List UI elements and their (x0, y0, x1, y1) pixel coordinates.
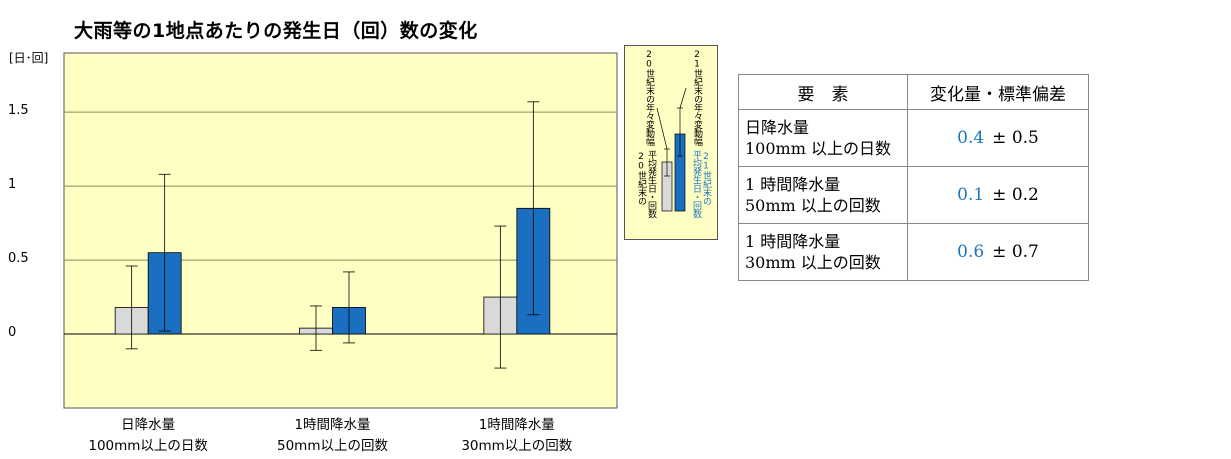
table-cell-element: 日降水量 100mm 以上の日数 (738, 109, 908, 167)
table-row: 1 時間降水量 30mm 以上の回数 0.6 ± 0.7 (738, 223, 1089, 281)
table-header-element: 要 素 (738, 74, 908, 110)
table-cell-value: 0.6 ± 0.7 (907, 223, 1089, 281)
y-tick-label: 0 (8, 325, 17, 341)
table-header-change: 変化量・標準偏差 (907, 74, 1089, 110)
legend-errorbars (656, 87, 687, 177)
legend-label-20c-mean-b: 20世紀末の (636, 152, 646, 205)
table-cell-value: 0.1 ± 0.2 (907, 166, 1089, 224)
table-cell-element: 1 時間降水量 50mm 以上の回数 (738, 166, 908, 224)
table-row: 日降水量 100mm 以上の日数 0.4 ± 0.5 (738, 109, 1089, 167)
bar-chart (63, 52, 618, 409)
y-tick-label: 1 (8, 177, 17, 193)
table-cell-value: 0.4 ± 0.5 (907, 109, 1089, 167)
y-tick-label: 0.5 (8, 251, 29, 267)
x-tick-label: 1時間降水量 30mm以上の回数 (461, 417, 573, 454)
legend: 20世紀末の年々変動幅 21世紀末の年々変動幅 平均発生日・回数 20世紀末の … (624, 45, 718, 240)
x-tick-label: 1時間降水量 50mm以上の回数 (277, 417, 388, 454)
legend-label-21c-range: 21世紀末の年々変動幅 (692, 50, 702, 146)
change-table: 要 素 変化量・標準偏差 日降水量 100mm 以上の日数 0.4 ± 0.5 1… (738, 74, 1089, 281)
legend-label-21c-mean-b: 平均発生日・回数 (691, 150, 701, 218)
legend-graphic (656, 87, 687, 212)
y-tick-label: 1.5 (8, 103, 29, 119)
legend-label-21c-mean-a: 21世紀末の (701, 152, 711, 205)
y-axis-unit-label: [日･回] (9, 51, 49, 65)
legend-label-20c-mean-a: 平均発生日・回数 (646, 150, 656, 218)
x-tick-label: 日降水量 100mm以上の日数 (88, 417, 208, 454)
table-header-row: 要 素 変化量・標準偏差 (738, 74, 1089, 110)
legend-label-20c-range: 20世紀末の年々変動幅 (644, 50, 654, 146)
table-cell-element: 1 時間降水量 30mm 以上の回数 (738, 223, 908, 281)
chart-title: 大雨等の1地点あたりの発生日（回）数の変化 (74, 20, 478, 42)
table-row: 1 時間降水量 50mm 以上の回数 0.1 ± 0.2 (738, 166, 1089, 224)
